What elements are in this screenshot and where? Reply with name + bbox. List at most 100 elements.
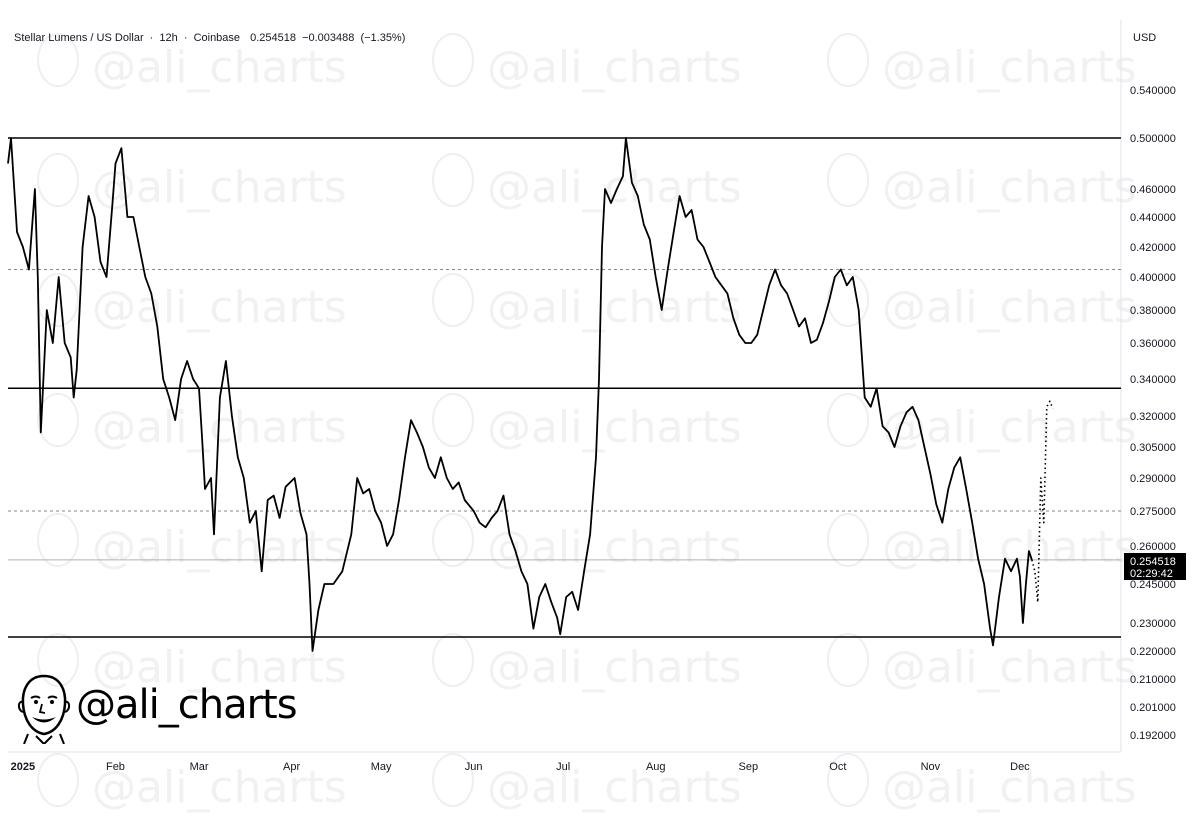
y-tick-label: 0.500000 — [1130, 133, 1176, 145]
watermark-tile: @ali_charts — [827, 273, 1137, 333]
watermark-text: @ali_charts — [487, 522, 742, 573]
watermark-face-icon — [432, 153, 474, 207]
chart-header: Stellar Lumens / US Dollar · 12h · Coinb… — [14, 32, 408, 44]
watermark-tile: @ali_charts — [827, 753, 1137, 813]
last-price: 0.254518 — [250, 32, 296, 44]
x-tick-label: Mar — [190, 761, 209, 773]
watermark-face-icon — [37, 633, 79, 687]
watermark-text: @ali_charts — [487, 642, 742, 693]
face-logo-icon — [17, 674, 71, 744]
watermark-layer: @ali_charts @ali_charts @ali_charts@ali_ch… — [37, 33, 1137, 813]
watermark-face-icon — [432, 33, 474, 87]
exchange-label: Coinbase — [193, 32, 241, 44]
watermark-tile: @ali_charts — [827, 153, 1137, 213]
watermark-tile: @ali_charts — [37, 273, 347, 333]
y-tick-label: 0.340000 — [1130, 374, 1176, 386]
watermark-tile: @ali_charts — [827, 633, 1137, 693]
x-tick-label: Nov — [921, 761, 941, 773]
watermark-face-icon — [827, 633, 869, 687]
watermark-face-icon — [827, 753, 869, 807]
x-tick-label: Jun — [465, 761, 483, 773]
watermark-tile: @ali_charts — [37, 633, 347, 693]
watermark-tile: @ali_charts — [432, 393, 742, 453]
watermark-text: @ali_charts — [487, 162, 742, 213]
price-tag-value: 0.254518 — [1130, 556, 1176, 568]
watermark-text: @ali_charts — [487, 402, 742, 453]
watermark-tile: @ali_charts — [37, 33, 347, 93]
watermark-face-icon — [432, 633, 474, 687]
y-tick-label: 0.290000 — [1130, 473, 1176, 485]
x-tick-label: Feb — [106, 761, 125, 773]
y-tick-label: 0.210000 — [1130, 674, 1176, 686]
watermark-face-icon — [37, 393, 79, 447]
watermark-text: @ali_charts — [487, 282, 742, 333]
watermark-tile: @ali_charts — [432, 273, 742, 333]
horizontal-levels — [8, 137, 1121, 638]
price-tag-countdown: 02:29:42 — [1130, 568, 1173, 580]
change-percent: (−1.35%) — [360, 32, 406, 44]
watermark-face-icon — [827, 33, 869, 87]
watermark-face-icon — [37, 753, 79, 807]
change-value: −0.003488 — [302, 32, 355, 44]
watermark-face-icon — [827, 273, 869, 327]
watermark-text: @ali_charts — [882, 282, 1137, 333]
y-tick-label: 0.220000 — [1130, 646, 1176, 658]
watermark-tile: @ali_charts — [432, 153, 742, 213]
y-axis-ticks: 0.540000 0.500000 0.460000 0.440000 0.420000… — [1130, 85, 1176, 742]
watermark-tile: @ali_charts — [432, 513, 742, 573]
currency-label[interactable]: USD — [1133, 32, 1157, 44]
x-tick-label: Dec — [1010, 761, 1030, 773]
watermark-text: @ali_charts — [92, 522, 347, 573]
watermark-text: @ali_charts — [487, 762, 742, 813]
y-tick-label: 0.400000 — [1130, 272, 1176, 284]
watermark-face-icon — [432, 393, 474, 447]
separator: · — [149, 32, 154, 44]
y-tick-label: 0.420000 — [1130, 242, 1176, 254]
brand-handle: @ali_charts — [76, 682, 298, 728]
watermark-text: @ali_charts — [92, 762, 347, 813]
y-tick-label: 0.320000 — [1130, 411, 1176, 423]
watermark-face-icon — [827, 513, 869, 567]
watermark-tile: @ali_charts — [827, 513, 1137, 573]
watermark-tile: @ali_charts — [432, 633, 742, 693]
watermark-face-icon — [432, 513, 474, 567]
price-tag: 0.254518 02:29:42 — [1124, 553, 1186, 580]
watermark-face-icon — [37, 33, 79, 87]
x-tick-label: Oct — [829, 761, 846, 773]
symbol-name[interactable]: Stellar Lumens / US Dollar — [14, 32, 144, 44]
watermark-text: @ali_charts — [487, 42, 742, 93]
watermark-text: @ali_charts — [882, 522, 1137, 573]
y-tick-label: 0.201000 — [1130, 702, 1176, 714]
series-line-solid — [7, 137, 1033, 652]
watermark-face-icon — [827, 393, 869, 447]
x-tick-label: Sep — [738, 761, 758, 773]
x-tick-label: May — [371, 761, 392, 773]
y-tick-label: 0.360000 — [1130, 338, 1176, 350]
y-tick-label: 0.260000 — [1130, 541, 1176, 553]
watermark-text: @ali_charts — [92, 42, 347, 93]
y-tick-label: 0.245000 — [1130, 579, 1176, 591]
watermark-text: @ali_charts — [92, 162, 347, 213]
separator: · — [183, 32, 188, 44]
watermark-tile: @ali_charts — [827, 33, 1137, 93]
watermark-face-icon — [37, 153, 79, 207]
x-tick-label: Apr — [283, 761, 300, 773]
y-tick-label: 0.380000 — [1130, 305, 1176, 317]
y-tick-label: 0.540000 — [1130, 85, 1176, 97]
watermark-tile: @ali_charts — [432, 33, 742, 93]
x-tick-label: 2025 — [11, 761, 35, 773]
interval-label[interactable]: 12h — [159, 32, 178, 44]
watermark-tile: @ali_charts — [432, 753, 742, 813]
watermark-face-icon — [432, 753, 474, 807]
watermark-text: @ali_charts — [882, 642, 1137, 693]
price-tag-box — [1124, 553, 1186, 580]
watermark-text: @ali_charts — [92, 642, 347, 693]
watermark-text: @ali_charts — [92, 282, 347, 333]
y-tick-label: 0.275000 — [1130, 506, 1176, 518]
watermark-face-icon — [37, 513, 79, 567]
x-axis-ticks: 2025 Feb Mar Apr May Jun Jul Aug Sep Oct Nov Dec — [11, 761, 1031, 773]
y-tick-label: 0.192000 — [1130, 730, 1176, 742]
watermark-tile: @ali_charts — [827, 393, 1137, 453]
watermark-text: @ali_charts — [882, 762, 1137, 813]
